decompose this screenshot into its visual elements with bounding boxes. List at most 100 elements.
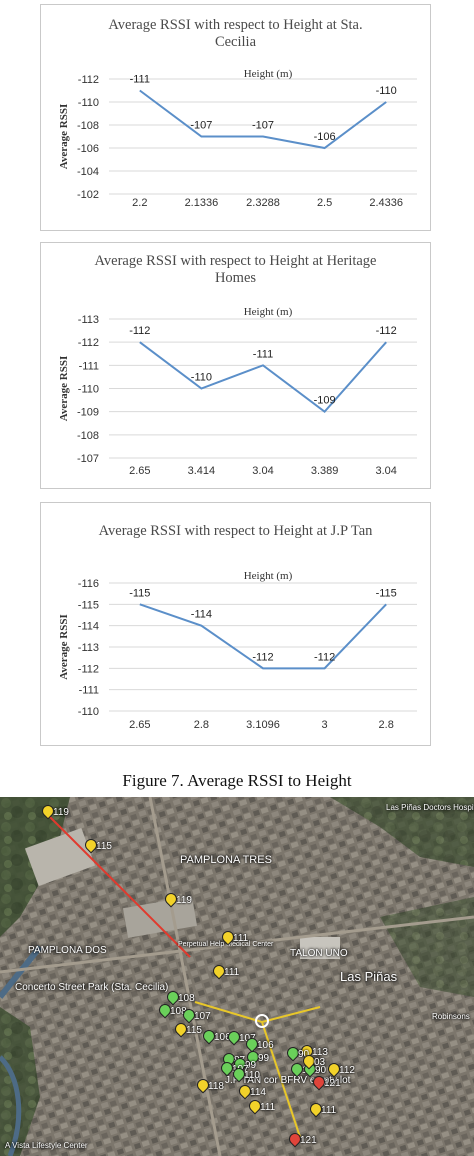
map-pin-label: 107 — [194, 1011, 211, 1022]
place-label: Robinsons — [432, 1012, 470, 1021]
y-tick-label: -112 — [78, 663, 99, 675]
data-label: -109 — [314, 395, 336, 407]
y-tick-label: -111 — [79, 685, 99, 697]
data-label: -112 — [376, 325, 397, 337]
y-tick-label: -106 — [77, 143, 99, 155]
x-tick-label: 2.4336 — [369, 197, 403, 209]
x-tick-label: 2.8 — [379, 719, 394, 731]
map-pin-label: 121 — [300, 1135, 317, 1146]
map-pin-label: 115 — [186, 1025, 202, 1036]
x-tick-label: 2.8 — [194, 719, 209, 731]
y-tick-label: -111 — [79, 360, 99, 372]
map-pin-label: 90 — [315, 1065, 327, 1076]
x-tick-label: 3 — [322, 719, 328, 731]
x-tick-label: 2.1336 — [185, 197, 219, 209]
y-tick-label: -112 — [78, 337, 99, 349]
map-pin-label: 119 — [53, 807, 69, 818]
map-pin-label: 112 — [339, 1065, 355, 1076]
map-pin-label: 90 — [298, 1049, 310, 1060]
figure-caption: Figure 7. Average RSSI to Height — [122, 771, 352, 790]
place-label: TALON UNO — [290, 948, 348, 959]
data-label: -110 — [191, 372, 212, 384]
chart-jp-tan: Average RSSI with respect to Height at J… — [40, 502, 431, 746]
y-tick-label: -108 — [77, 430, 99, 442]
satellite-map[interactable]: PAMPLONA TRES PAMPLONA DOS TALON UNO Las… — [0, 797, 474, 1156]
data-label: -107 — [252, 120, 274, 132]
data-label: -112 — [314, 651, 335, 663]
y-tick-label: -107 — [77, 453, 99, 465]
chart-title-line-1: Average RSSI with respect to Height at S… — [108, 17, 363, 33]
map-pin-label: 111 — [224, 967, 240, 978]
data-label: -110 — [376, 85, 397, 97]
x-tick-label: 2.65 — [129, 719, 150, 731]
y-tick-label: -104 — [77, 166, 99, 178]
chart-title-line-2: Cecilia — [214, 34, 257, 50]
place-label: A Vista Lifestyle Center — [5, 1141, 88, 1150]
place-label: Las Piñas — [340, 969, 398, 984]
map-pin-label: 118 — [208, 1081, 224, 1092]
x-tick-label: 2.2 — [132, 197, 147, 209]
map-pin-label: 99 — [245, 1060, 257, 1071]
map-pin-label: 111 — [233, 933, 249, 944]
y-tick-label: -112 — [78, 74, 99, 86]
chart-sta-cecilia: Average RSSI with respect to Height at S… — [40, 4, 431, 231]
chart-title-line-1: Average RSSI with respect to Height at J… — [98, 523, 373, 539]
chart-title: Average RSSI with respect to Height at H… — [41, 253, 430, 287]
map-pin-label: 99 — [258, 1053, 270, 1064]
place-label: Las Piñas Doctors Hospital — [386, 803, 474, 812]
map-pin-label: 108 — [178, 993, 195, 1004]
map-pin-label: 111 — [321, 1105, 337, 1116]
map-pin-label: 106 — [214, 1032, 231, 1043]
map-pin-label: 115 — [96, 841, 112, 852]
x-axis-title: Height (m) — [244, 68, 293, 80]
y-tick-label: -113 — [78, 642, 99, 654]
place-label: J.P TAN cor BFRV empty lot — [225, 1075, 351, 1086]
x-tick-label: 2.65 — [129, 465, 150, 477]
chart-title: Average RSSI with respect to Height at J… — [41, 523, 430, 540]
y-tick-label: -114 — [78, 621, 99, 633]
data-label: -111 — [130, 74, 150, 86]
map-terrain — [0, 797, 474, 1156]
data-label: -111 — [253, 348, 273, 360]
y-tick-label: -109 — [77, 407, 99, 419]
chart-plot: -116 -115 -114 -113 -112 -111 -110 Height (m) Av… — [58, 570, 417, 731]
data-label: -112 — [129, 325, 150, 337]
data-label: -106 — [314, 131, 336, 143]
map-pin-label: 114 — [250, 1087, 266, 1098]
y-tick-label: -110 — [78, 97, 99, 109]
chart-title: Average RSSI with respect to Height at S… — [41, 17, 430, 51]
x-tick-label: 3.04 — [252, 465, 273, 477]
y-tick-label: -110 — [78, 384, 99, 396]
map-pin-label: 111 — [260, 1102, 276, 1113]
x-tick-label: 3.1096 — [246, 719, 280, 731]
map-pin-label: 110 — [244, 1070, 260, 1081]
chart-heritage-homes: Average RSSI with respect to Height at H… — [40, 242, 431, 489]
x-tick-label: 2.3288 — [246, 197, 280, 209]
y-tick-label: -110 — [78, 706, 99, 718]
map-pin-label: 121 — [324, 1078, 341, 1089]
map-pin-label: 03 — [314, 1057, 326, 1068]
y-tick-label: -108 — [77, 120, 99, 132]
map-pin-label: 119 — [176, 895, 192, 906]
x-tick-label: 3.414 — [188, 465, 216, 477]
y-axis-title: Average RSSI — [58, 614, 70, 679]
map-pin-label: 108 — [170, 1006, 187, 1017]
chart-plot: -113 -112 -111 -110 -109 -108 -107 Height (m) Av… — [58, 306, 417, 477]
place-label: PAMPLONA TRES — [180, 854, 272, 866]
y-tick-label: -115 — [78, 599, 99, 611]
x-tick-label: 3.389 — [311, 465, 339, 477]
chart-title-line-2: Homes — [214, 270, 257, 286]
y-axis-title: Average RSSI — [58, 356, 70, 421]
y-tick-label: -113 — [78, 314, 99, 326]
x-tick-label: 2.5 — [317, 197, 332, 209]
map-pin-label: 113 — [312, 1047, 328, 1058]
y-axis-title: Average RSSI — [58, 104, 70, 169]
data-label: -115 — [129, 587, 150, 599]
place-label: PAMPLONA DOS — [28, 945, 107, 956]
map-pin-label: 106 — [257, 1040, 274, 1051]
data-label: -115 — [376, 587, 397, 599]
y-tick-label: -116 — [78, 578, 99, 590]
place-label: Concerto Street Park (Sta. Cecilia) — [15, 982, 169, 993]
data-label: -114 — [191, 609, 212, 621]
place-label: Perpetual Help Medical Center — [178, 941, 274, 948]
